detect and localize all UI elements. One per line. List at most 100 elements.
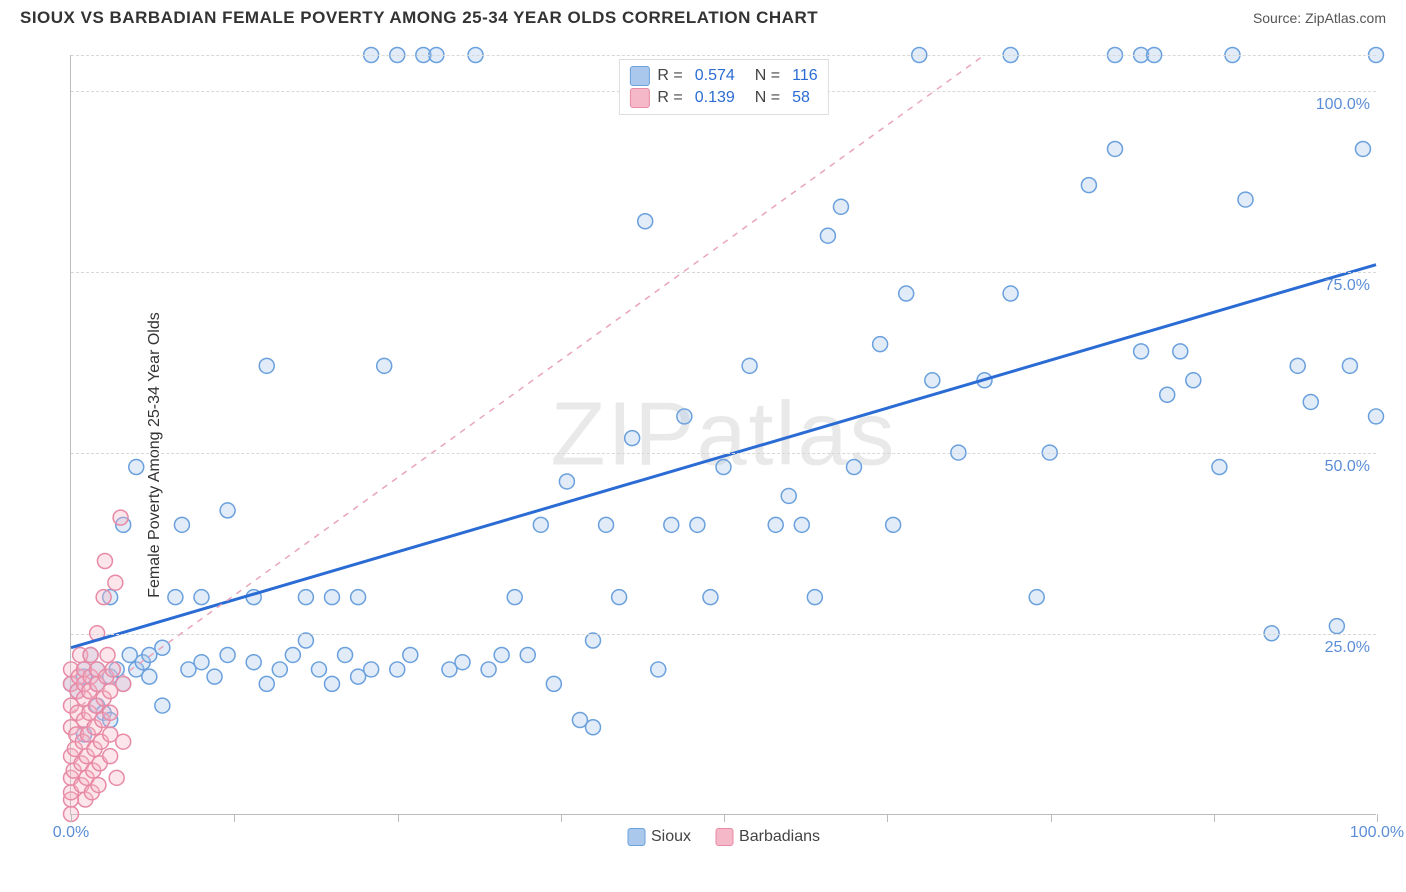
data-point xyxy=(481,662,496,677)
x-tick xyxy=(234,814,235,822)
data-point xyxy=(455,655,470,670)
data-point xyxy=(586,633,601,648)
chart-container: Female Poverty Among 25-34 Year Olds ZIP… xyxy=(20,45,1386,865)
data-point xyxy=(338,647,353,662)
data-point xyxy=(651,662,666,677)
data-point xyxy=(100,647,115,662)
legend-swatch xyxy=(629,88,649,108)
series-legend-item: Barbadians xyxy=(715,828,820,846)
data-point xyxy=(1329,619,1344,634)
data-point xyxy=(690,517,705,532)
data-point xyxy=(285,647,300,662)
data-point xyxy=(716,460,731,475)
x-tick xyxy=(398,814,399,822)
data-point xyxy=(390,662,405,677)
data-point xyxy=(520,647,535,662)
data-point xyxy=(1369,409,1384,424)
chart-source: Source: ZipAtlas.com xyxy=(1253,10,1386,26)
data-point xyxy=(742,358,757,373)
data-point xyxy=(1238,192,1253,207)
data-point xyxy=(325,676,340,691)
data-point xyxy=(586,720,601,735)
legend-n-label: N = xyxy=(755,67,780,85)
data-point xyxy=(129,460,144,475)
data-point xyxy=(1342,358,1357,373)
data-point xyxy=(533,517,548,532)
data-point xyxy=(259,676,274,691)
data-point xyxy=(298,633,313,648)
data-point xyxy=(1212,460,1227,475)
legend-n-value: 116 xyxy=(792,67,818,85)
data-point xyxy=(325,590,340,605)
x-tick xyxy=(1051,814,1052,822)
data-point xyxy=(1290,358,1305,373)
data-point xyxy=(1173,344,1188,359)
data-point xyxy=(1303,394,1318,409)
grid-line xyxy=(71,272,1376,273)
data-point xyxy=(108,575,123,590)
x-tick-label: 100.0% xyxy=(1350,824,1404,842)
chart-header: SIOUX VS BARBADIAN FEMALE POVERTY AMONG … xyxy=(0,0,1406,33)
legend-n-value: 58 xyxy=(792,89,810,107)
data-point xyxy=(83,647,98,662)
legend-swatch xyxy=(715,828,733,846)
data-point xyxy=(96,590,111,605)
data-point xyxy=(768,517,783,532)
legend-swatch xyxy=(627,828,645,846)
data-point xyxy=(794,517,809,532)
legend-r-value: 0.139 xyxy=(695,89,735,107)
data-point xyxy=(1029,590,1044,605)
data-point xyxy=(833,199,848,214)
data-point xyxy=(311,662,326,677)
plot-area: ZIPatlas R =0.574N =116R =0.139N =58 Sio… xyxy=(70,55,1376,815)
data-point xyxy=(105,662,120,677)
data-point xyxy=(272,662,287,677)
data-point xyxy=(559,474,574,489)
data-point xyxy=(220,503,235,518)
legend-r-label: R = xyxy=(657,89,682,107)
data-point xyxy=(194,655,209,670)
data-point xyxy=(168,590,183,605)
source-name: ZipAtlas.com xyxy=(1305,10,1386,26)
data-point xyxy=(807,590,822,605)
data-point xyxy=(1108,141,1123,156)
legend-swatch xyxy=(629,66,649,86)
data-point xyxy=(847,460,862,475)
scatter-svg xyxy=(71,55,1376,814)
data-point xyxy=(925,373,940,388)
data-point xyxy=(207,669,222,684)
x-tick xyxy=(1377,814,1378,822)
legend-r-label: R = xyxy=(657,67,682,85)
data-point xyxy=(364,662,379,677)
data-point xyxy=(377,358,392,373)
legend-r-value: 0.574 xyxy=(695,67,735,85)
y-tick-label: 50.0% xyxy=(1325,458,1370,476)
data-point xyxy=(116,734,131,749)
data-point xyxy=(1081,178,1096,193)
grid-line xyxy=(71,453,1376,454)
data-point xyxy=(625,431,640,446)
data-point xyxy=(1186,373,1201,388)
grid-line xyxy=(71,55,1376,56)
data-point xyxy=(220,647,235,662)
data-point xyxy=(1355,141,1370,156)
data-point xyxy=(873,337,888,352)
series-legend-label: Sioux xyxy=(651,828,691,846)
data-point xyxy=(103,749,118,764)
data-point xyxy=(612,590,627,605)
grid-line xyxy=(71,634,1376,635)
data-point xyxy=(155,698,170,713)
source-prefix: Source: xyxy=(1253,10,1305,26)
data-point xyxy=(886,517,901,532)
data-point xyxy=(781,488,796,503)
x-tick xyxy=(1214,814,1215,822)
data-point xyxy=(703,590,718,605)
data-point xyxy=(142,669,157,684)
data-point xyxy=(1003,286,1018,301)
correlation-legend: R =0.574N =116R =0.139N =58 xyxy=(618,59,828,115)
data-point xyxy=(174,517,189,532)
data-point xyxy=(638,214,653,229)
data-point xyxy=(494,647,509,662)
data-point xyxy=(91,778,106,793)
y-tick-label: 25.0% xyxy=(1325,639,1370,657)
